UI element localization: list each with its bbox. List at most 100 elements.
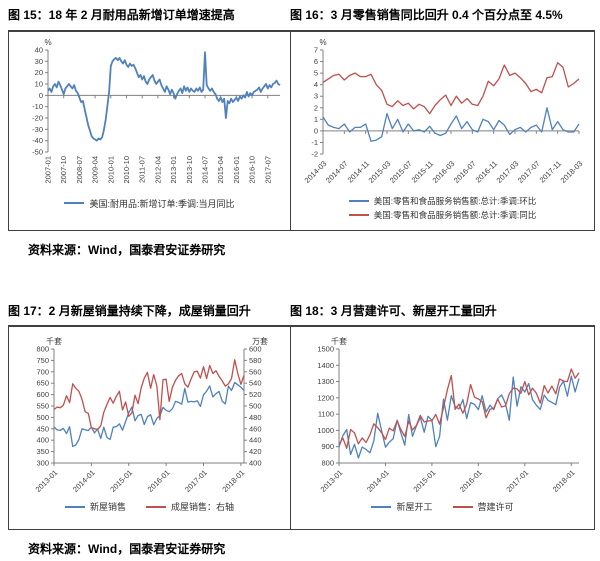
source-note-bottom: 资料来源：Wind，国泰君安证券研究 [28, 542, 226, 557]
svg-text:30: 30 [34, 56, 42, 65]
svg-text:2017-01: 2017-01 [504, 468, 530, 494]
svg-text:800: 800 [36, 345, 49, 354]
figure17-cell: 800 750 700 650 600 550 500 450 400 350 300 600 580 5… [9, 327, 290, 529]
svg-text:千套: 千套 [46, 336, 62, 346]
figure-title-row-top: 图 15：18 年 2 月耐用品新增订单增速提高 图 16：3 月零售销售同比回… [0, 0, 600, 30]
svg-text:580: 580 [249, 356, 262, 365]
svg-text:2016-01: 2016-01 [145, 468, 171, 494]
svg-text:540: 540 [249, 379, 262, 388]
svg-text:500: 500 [249, 402, 262, 411]
svg-text:2007-10: 2007-10 [59, 156, 68, 184]
svg-text:7: 7 [313, 45, 317, 54]
svg-text:0: 0 [313, 126, 317, 135]
svg-text:%: % [319, 38, 326, 47]
svg-text:2017-11: 2017-11 [537, 159, 562, 184]
svg-text:万套: 万套 [252, 336, 268, 346]
figure15-cell: 40 30 20 10 0 -10 -20 -30 -40 -50 2007-01 2007-10 20… [9, 32, 290, 230]
svg-text:2015-11: 2015-11 [409, 159, 434, 184]
svg-text:-30: -30 [32, 124, 43, 133]
figure18-cell: 1500 1400 1300 1200 1100 1000 900 800 2013-01 201… [290, 327, 594, 530]
svg-text:-40: -40 [32, 136, 43, 145]
legend-line-swatch [371, 505, 392, 508]
svg-text:5: 5 [313, 68, 317, 77]
source-note-top: 资料来源：Wind，国泰君安证券研究 [28, 242, 226, 257]
legend-label: 成屋销售：右轴 [171, 502, 235, 513]
svg-text:2016-03: 2016-03 [430, 159, 456, 185]
svg-text:1400: 1400 [317, 361, 334, 370]
svg-text:400: 400 [36, 436, 49, 445]
legend-item: 成屋销售：右轴 [146, 500, 234, 513]
legend-item: 营建许可 [452, 500, 514, 513]
svg-text:10: 10 [34, 79, 42, 88]
legend-line-swatch [348, 199, 369, 202]
legend-item: 美国:零售和食品服务销售额:总计:季调:同比 [348, 209, 536, 221]
svg-text:420: 420 [249, 447, 262, 456]
svg-text:300: 300 [36, 459, 49, 468]
svg-text:2014-03: 2014-03 [302, 159, 328, 185]
legend-label: 美国:耐用品:新增订单:季调:当月同比 [89, 198, 235, 209]
svg-text:650: 650 [36, 379, 49, 388]
svg-text:-1: -1 [311, 138, 318, 147]
svg-text:千套: 千套 [331, 336, 347, 346]
svg-text:2009-04: 2009-04 [90, 156, 99, 184]
svg-text:-10: -10 [32, 102, 43, 111]
svg-text:2012-04: 2012-04 [153, 156, 162, 184]
bottom-panel: 800 750 700 650 600 550 500 450 400 350 300 600 580 5… [8, 325, 595, 531]
top-panel: 40 30 20 10 0 -10 -20 -30 -40 -50 2007-01 2007-10 20… [8, 29, 595, 231]
legend-item: 美国:零售和食品服务销售额:总计:季调:环比 [348, 195, 537, 207]
svg-text:1100: 1100 [317, 410, 333, 419]
svg-text:-2: -2 [311, 149, 318, 158]
svg-text:440: 440 [249, 436, 262, 445]
svg-text:520: 520 [249, 390, 262, 399]
svg-text:3: 3 [313, 91, 317, 100]
svg-text:2008-07: 2008-07 [74, 156, 83, 184]
svg-text:1200: 1200 [317, 394, 334, 403]
legend-line-swatch [348, 213, 369, 216]
figure18-title: 图 18：3 月营建许可、新屋开工量回升 [290, 303, 497, 318]
svg-text:2015-03: 2015-03 [366, 159, 392, 185]
svg-text:2014-01: 2014-01 [365, 468, 391, 494]
figure15-legend: 美国:耐用品:新增订单:季调:当月同比 [64, 197, 235, 210]
svg-text:2010-01: 2010-01 [106, 156, 115, 184]
legend-line-swatch [64, 505, 85, 508]
svg-text:2014-11: 2014-11 [345, 159, 370, 184]
svg-text:2015-07: 2015-07 [387, 159, 413, 185]
svg-text:2016-01: 2016-01 [457, 468, 483, 494]
svg-text:2018-01: 2018-01 [220, 468, 246, 494]
svg-text:1: 1 [313, 114, 317, 123]
figure17-legend: 新屋销售 成屋销售：右轴 [64, 500, 234, 513]
svg-text:2010-10: 2010-10 [121, 156, 130, 184]
svg-text:2017-01: 2017-01 [183, 468, 209, 494]
svg-text:2007-01: 2007-01 [43, 156, 52, 184]
legend-label: 美国:零售和食品服务销售额:总计:季调:环比 [373, 195, 537, 206]
legend-item: 新屋销售 [64, 500, 126, 513]
svg-text:2013-10: 2013-10 [184, 156, 193, 184]
svg-text:500: 500 [36, 413, 49, 422]
svg-text:2: 2 [313, 103, 317, 112]
svg-text:400: 400 [249, 459, 262, 468]
svg-text:2017-03: 2017-03 [494, 159, 520, 185]
svg-text:900: 900 [321, 442, 334, 451]
svg-text:480: 480 [249, 413, 262, 422]
figure16-cell: 7 6 5 4 3 2 1 0 -1 -2 2014-03 2014-07 2014-11 2015-03… [290, 31, 594, 230]
svg-text:2014-07: 2014-07 [200, 156, 209, 184]
svg-text:600: 600 [36, 390, 49, 399]
legend-line-swatch [452, 505, 473, 508]
svg-text:460: 460 [249, 424, 262, 433]
svg-text:1000: 1000 [317, 426, 334, 435]
legend-label: 新屋开工 [396, 502, 433, 513]
svg-text:0: 0 [38, 90, 42, 99]
figure16-title: 图 16：3 月零售销售同比回升 0.4 个百分点至 4.5% [290, 8, 563, 22]
legend-line-swatch [64, 202, 85, 205]
figure-title-row-bottom: 图 17：2 月新屋销量持续下降，成屋销量回升 图 18：3 月营建许可、新屋开… [0, 258, 600, 326]
svg-text:-50: -50 [32, 147, 43, 156]
svg-text:450: 450 [36, 424, 49, 433]
svg-text:1300: 1300 [317, 377, 334, 386]
svg-text:2015-04: 2015-04 [216, 156, 225, 184]
svg-text:2015-01: 2015-01 [108, 468, 134, 494]
svg-text:2018-01: 2018-01 [550, 468, 576, 494]
legend-label: 营建许可 [477, 502, 514, 513]
